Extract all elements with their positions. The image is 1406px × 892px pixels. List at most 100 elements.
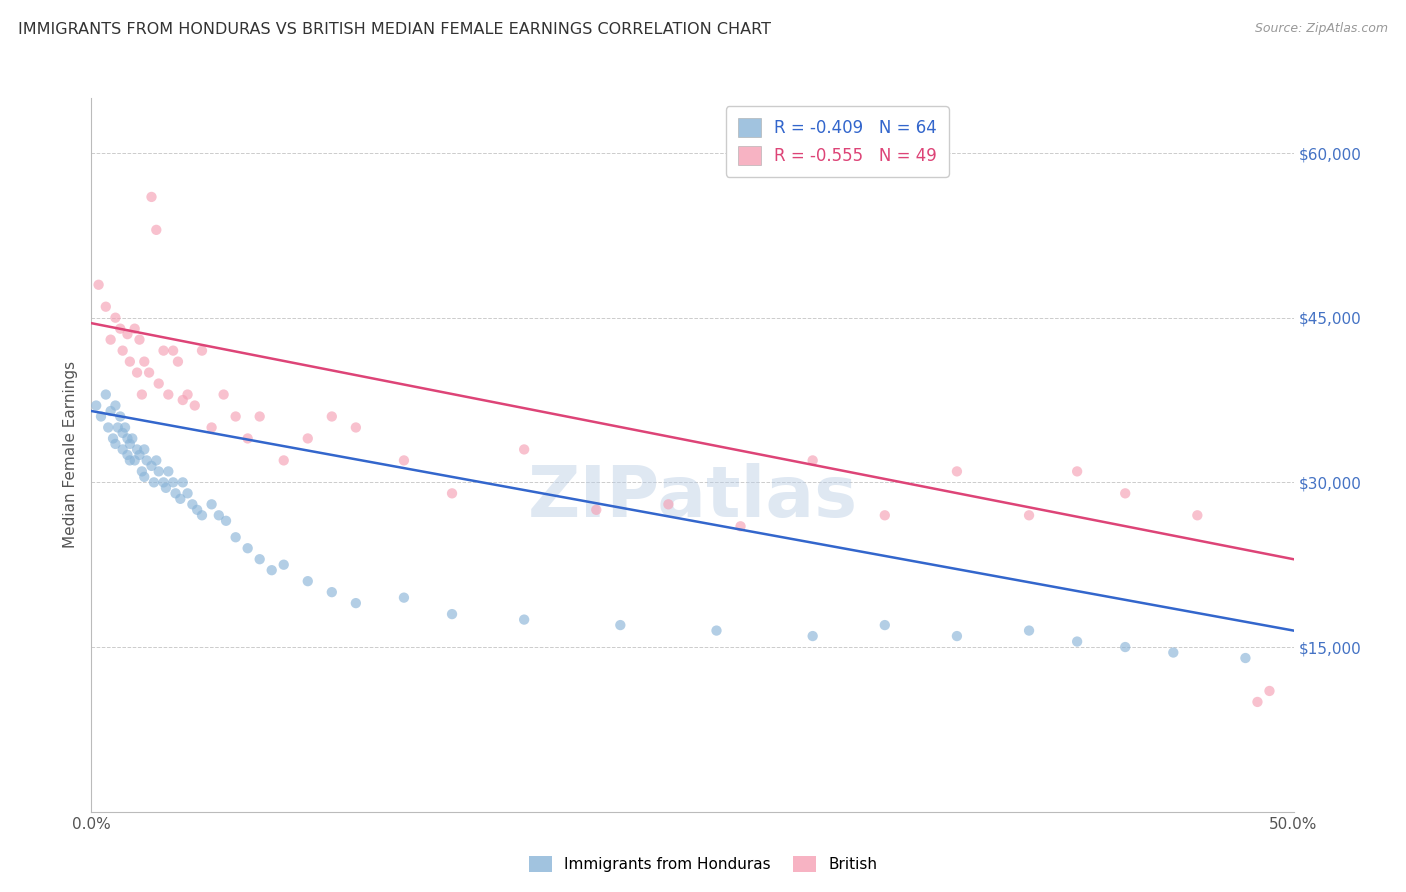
Point: [157, 464, 180, 478]
Point: [104, 399, 127, 413]
Point: [145, 223, 167, 237]
Point: [162, 475, 184, 490]
Point: [162, 343, 184, 358]
Point: [128, 333, 150, 347]
Point: [152, 475, 174, 490]
Point: [1066, 464, 1088, 478]
Point: [131, 464, 153, 478]
Point: [1066, 634, 1088, 648]
Point: [392, 591, 415, 605]
Point: [801, 453, 824, 467]
Point: [297, 432, 319, 446]
Point: [236, 541, 259, 556]
Point: [440, 607, 463, 621]
Point: [946, 464, 969, 478]
Point: [94, 300, 117, 314]
Point: [118, 453, 141, 467]
Point: [87, 277, 110, 292]
Point: [90, 409, 112, 424]
Point: [128, 448, 150, 462]
Point: [321, 585, 343, 599]
Point: [1246, 695, 1268, 709]
Point: [124, 453, 146, 467]
Point: [142, 475, 165, 490]
Point: [249, 552, 271, 566]
Point: [117, 327, 139, 342]
Point: [176, 387, 198, 401]
Point: [801, 629, 824, 643]
Point: [101, 432, 124, 446]
Point: [181, 497, 204, 511]
Point: [1187, 508, 1209, 523]
Point: [100, 333, 122, 347]
Point: [225, 530, 247, 544]
Point: [344, 596, 367, 610]
Point: [165, 486, 187, 500]
Point: [1161, 646, 1184, 660]
Point: [215, 514, 238, 528]
Point: [1018, 624, 1040, 638]
Point: [609, 618, 631, 632]
Point: [135, 453, 157, 467]
Point: [873, 618, 896, 632]
Point: [392, 453, 415, 467]
Point: [152, 343, 174, 358]
Point: [946, 629, 969, 643]
Point: [131, 387, 153, 401]
Point: [125, 442, 148, 457]
Point: [121, 432, 143, 446]
Point: [225, 409, 247, 424]
Point: [148, 464, 170, 478]
Point: [107, 420, 129, 434]
Point: [110, 321, 132, 335]
Point: [1114, 486, 1136, 500]
Point: [297, 574, 319, 589]
Point: [344, 420, 367, 434]
Y-axis label: Median Female Earnings: Median Female Earnings: [63, 361, 79, 549]
Point: [201, 497, 224, 511]
Point: [260, 563, 283, 577]
Point: [111, 442, 134, 457]
Point: [169, 491, 191, 506]
Point: [236, 432, 259, 446]
Point: [1234, 651, 1257, 665]
Point: [157, 387, 180, 401]
Point: [117, 432, 139, 446]
Point: [141, 190, 163, 204]
Point: [513, 442, 536, 457]
Point: [145, 453, 167, 467]
Point: [172, 392, 194, 407]
Point: [124, 321, 146, 335]
Point: [513, 613, 536, 627]
Point: [155, 481, 177, 495]
Point: [873, 508, 896, 523]
Point: [208, 508, 231, 523]
Legend: Immigrants from Honduras, British: Immigrants from Honduras, British: [522, 848, 884, 880]
Point: [176, 486, 198, 500]
Point: [111, 425, 134, 440]
Point: [201, 420, 224, 434]
Point: [167, 354, 190, 368]
Point: [134, 442, 156, 457]
Point: [114, 420, 136, 434]
Point: [1114, 640, 1136, 654]
Point: [118, 437, 141, 451]
Point: [104, 437, 127, 451]
Point: [100, 404, 122, 418]
Point: [104, 310, 127, 325]
Point: [94, 387, 117, 401]
Point: [191, 343, 214, 358]
Point: [148, 376, 170, 391]
Point: [706, 624, 728, 638]
Point: [1258, 684, 1281, 698]
Point: [110, 409, 132, 424]
Text: Source: ZipAtlas.com: Source: ZipAtlas.com: [1254, 22, 1388, 36]
Point: [184, 399, 207, 413]
Point: [440, 486, 463, 500]
Point: [730, 519, 752, 533]
Point: [212, 387, 235, 401]
Point: [273, 453, 295, 467]
Point: [1018, 508, 1040, 523]
Point: [134, 354, 156, 368]
Point: [117, 448, 139, 462]
